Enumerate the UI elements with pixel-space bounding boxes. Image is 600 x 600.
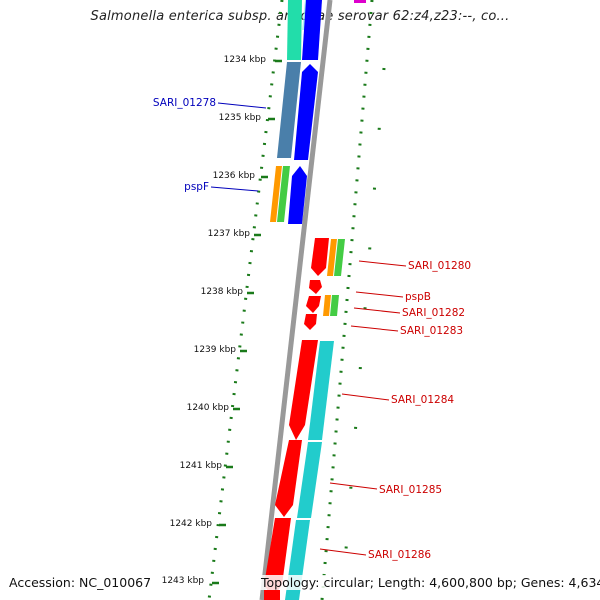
gene-label-SARI_01283[interactable]: SARI_01283 <box>400 325 463 337</box>
leader-line <box>350 325 399 332</box>
feature-cyan-SARI_01285 <box>297 442 322 518</box>
tick-group: 1234 kbp 1235 kbp 1236 kbp 1237 kbp 1238… <box>162 55 282 586</box>
feature-cyan-SARI_01284 <box>308 341 334 440</box>
outer-dotted-ring <box>320 0 374 600</box>
cds-reverse-SARI_01280[interactable] <box>311 238 329 276</box>
gene-label-SARI_01282[interactable]: SARI_01282 <box>402 307 465 319</box>
cds-forward-pspF[interactable] <box>288 166 307 224</box>
leader-line <box>341 393 390 401</box>
cds-reverse-pspB[interactable] <box>309 280 322 294</box>
topology-label: Topology: circular; Length: 4,600,800 bp… <box>258 575 600 590</box>
tick-label: 1239 kbp <box>194 345 237 355</box>
cds-forward-2[interactable] <box>294 64 318 160</box>
leader-line <box>353 307 401 314</box>
tick-label: 1241 kbp <box>180 461 223 471</box>
leader-line <box>355 291 404 298</box>
tick-label: 1234 kbp <box>224 55 267 65</box>
feature-orange-SARI_01280 <box>327 239 337 276</box>
leader-line <box>358 260 407 267</box>
cds-reverse-SARI_01285[interactable] <box>275 440 302 517</box>
tick-label: 1235 kbp <box>219 113 262 123</box>
ring-dot-column <box>340 67 386 600</box>
leader-line <box>210 186 259 192</box>
tick-label: 1236 kbp <box>213 171 256 181</box>
cds-forward-1[interactable] <box>302 0 322 60</box>
tick-label: 1242 kbp <box>170 519 213 529</box>
feature-green-SARI_01280 <box>334 239 345 276</box>
feature-green-SARI_01282 <box>330 295 339 316</box>
cds-reverse-SARI_01283[interactable] <box>304 314 317 330</box>
feature-orange-SARI_01282 <box>323 295 331 316</box>
feature-green-pspF <box>277 166 290 222</box>
feature-mint <box>287 0 302 60</box>
leader-line <box>329 482 378 490</box>
gene-label-pspF[interactable]: pspF <box>184 181 209 193</box>
gene-label-SARI_01284[interactable]: SARI_01284 <box>391 394 454 406</box>
backbone <box>259 0 333 600</box>
feature-magenta <box>354 0 366 3</box>
gene-label-SARI_01285[interactable]: SARI_01285 <box>379 484 442 496</box>
cds-reverse-SARI_01284[interactable] <box>289 340 318 440</box>
gene-label-pspB[interactable]: pspB <box>405 291 431 303</box>
tick-label: 1237 kbp <box>208 229 251 239</box>
accession-label: Accession: NC_010067 <box>9 575 152 590</box>
tick-label: 1238 kbp <box>201 287 244 297</box>
feature-steel-SARI_01278[interactable] <box>277 62 301 158</box>
cds-reverse-SARI_01282[interactable] <box>306 296 321 313</box>
tick-label: 1240 kbp <box>187 403 230 413</box>
leader-line <box>217 102 267 109</box>
gene-label-SARI_01278[interactable]: SARI_01278 <box>153 97 216 109</box>
feature-orange-pspF <box>270 166 282 222</box>
gene-label-SARI_01280[interactable]: SARI_01280 <box>408 260 471 272</box>
tick-label: 1243 kbp <box>162 576 205 586</box>
gene-label-SARI_01286[interactable]: SARI_01286 <box>368 549 431 561</box>
leader-line <box>319 548 367 556</box>
cds-reverse-SARI_01287[interactable] <box>264 590 280 600</box>
